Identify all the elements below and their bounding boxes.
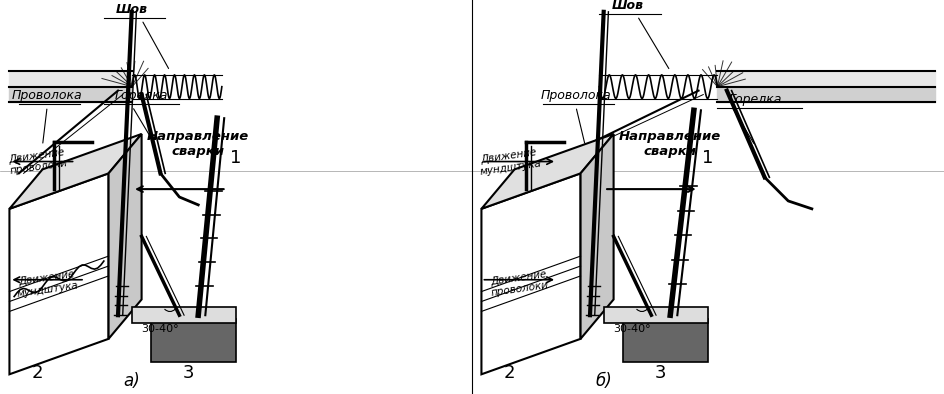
- Text: Проволока: Проволока: [541, 89, 611, 102]
- Text: 30-40°: 30-40°: [613, 324, 650, 334]
- Text: б): б): [596, 372, 613, 390]
- Polygon shape: [109, 134, 142, 339]
- Text: Шов: Шов: [612, 0, 644, 12]
- Polygon shape: [623, 319, 708, 362]
- Polygon shape: [9, 134, 142, 209]
- Text: 1: 1: [230, 149, 242, 167]
- Text: Направление
сварки: Направление сварки: [619, 130, 721, 158]
- Text: Горелка: Горелка: [729, 93, 782, 106]
- Polygon shape: [9, 173, 109, 374]
- Text: Движение
проволоки: Движение проволоки: [489, 269, 549, 298]
- Text: Направление
сварки: Направление сварки: [147, 130, 249, 158]
- Text: Движение
мундштука: Движение мундштука: [15, 269, 79, 299]
- Text: Горелка: Горелка: [115, 89, 168, 102]
- Text: Проволока: Проволока: [12, 89, 82, 102]
- Polygon shape: [581, 134, 614, 339]
- Polygon shape: [481, 173, 581, 374]
- Polygon shape: [481, 134, 614, 209]
- Text: 3: 3: [183, 364, 194, 382]
- Text: Шов: Шов: [116, 3, 148, 16]
- Polygon shape: [151, 319, 236, 362]
- Text: Движение
проволоки: Движение проволоки: [8, 147, 68, 176]
- Text: 2: 2: [504, 364, 515, 382]
- Text: 30-40°: 30-40°: [141, 324, 178, 334]
- Text: 2: 2: [32, 364, 43, 382]
- Text: 1: 1: [702, 149, 714, 167]
- Polygon shape: [604, 307, 708, 323]
- Text: Движение
мундштука: Движение мундштука: [478, 147, 542, 177]
- Text: 3: 3: [655, 364, 666, 382]
- Text: а): а): [124, 372, 141, 390]
- Polygon shape: [132, 307, 236, 323]
